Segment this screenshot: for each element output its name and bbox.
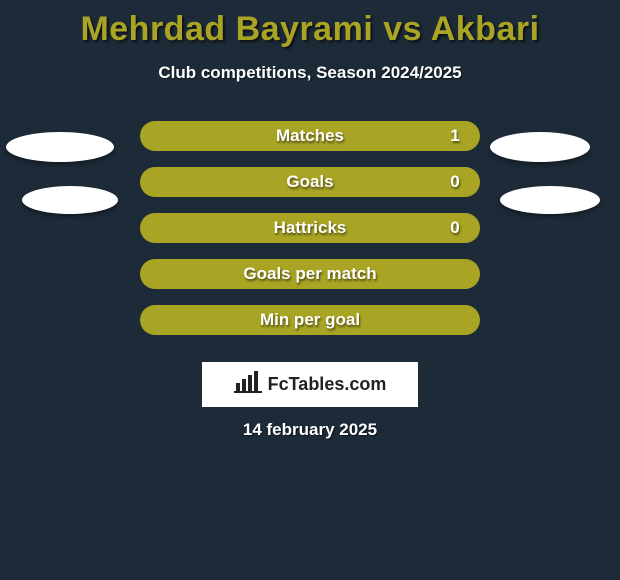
stat-row: Hattricks 0 xyxy=(0,213,620,243)
stat-label: Goals per match xyxy=(140,259,480,289)
stat-row: Min per goal xyxy=(0,305,620,335)
stat-label: Matches xyxy=(140,121,480,151)
stat-value xyxy=(445,259,465,289)
page-title: Mehrdad Bayrami vs Akbari xyxy=(0,10,620,49)
stat-label: Min per goal xyxy=(140,305,480,335)
stat-value: 0 xyxy=(445,167,465,197)
decorative-ellipse xyxy=(500,186,600,214)
logo: FcTables.com xyxy=(234,371,387,398)
stat-value xyxy=(445,305,465,335)
logo-text: FcTables.com xyxy=(268,374,387,395)
decorative-ellipse xyxy=(6,132,114,162)
stat-label: Goals xyxy=(140,167,480,197)
page-subtitle: Club competitions, Season 2024/2025 xyxy=(0,63,620,83)
stat-value: 1 xyxy=(445,121,465,151)
stat-row: Goals per match xyxy=(0,259,620,289)
stat-value: 0 xyxy=(445,213,465,243)
decorative-ellipse xyxy=(22,186,118,214)
bar-chart-icon xyxy=(234,371,262,398)
logo-box: FcTables.com xyxy=(202,362,418,407)
stat-label: Hattricks xyxy=(140,213,480,243)
footer-date: 14 february 2025 xyxy=(0,420,620,440)
decorative-ellipse xyxy=(490,132,590,162)
infographic-container: Mehrdad Bayrami vs Akbari Club competiti… xyxy=(0,10,620,580)
